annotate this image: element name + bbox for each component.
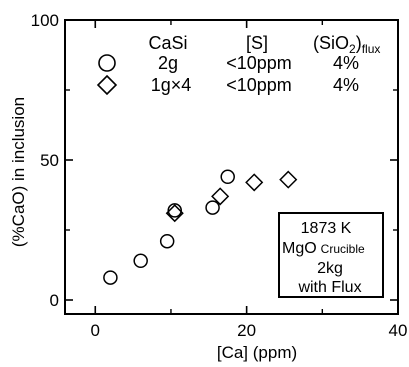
y-axis-label: (%CaO) in inclusion: [9, 97, 28, 247]
x-tick-label: 0: [91, 321, 100, 340]
legend-header-s: [S]: [246, 33, 268, 53]
diamond-point: [279, 170, 298, 189]
x-tick-label: 20: [237, 321, 256, 340]
diamond-point: [245, 173, 264, 192]
plot-border: [64, 19, 399, 315]
legend-diamond-marker: [96, 74, 118, 96]
circle-point: [103, 270, 118, 285]
condition-annotation: 1873 K MgO Crucible 2kg with Flux: [278, 212, 384, 298]
circle-point: [167, 203, 182, 218]
annotation-line2: MgO Crucible: [282, 240, 365, 257]
legend-circle-marker: [98, 54, 116, 72]
legend-header-sio2: (SiO2)flux: [313, 33, 380, 56]
plot-area: [64, 19, 399, 315]
legend-row1-sio2: 4%: [333, 53, 359, 73]
circle-point: [159, 233, 175, 249]
tick-labels: 0 20 40 0 50 100: [31, 11, 408, 340]
x-axis-label: [Ca] (ppm): [217, 343, 297, 362]
diamond-point: [211, 187, 230, 206]
y-tick-label: 50: [40, 151, 59, 170]
diamond-point: [165, 204, 184, 223]
axis-ticks: [65, 19, 399, 314]
legend: CaSi [S] (SiO2)flux 2g <10ppm 4% 1g×4 <1…: [96, 33, 380, 96]
annotation-box: [278, 212, 384, 298]
circle-point: [133, 253, 148, 269]
legend-header-casi: CaSi: [148, 33, 187, 53]
circle-point: [220, 169, 235, 185]
legend-row1-casi: 2g: [158, 53, 178, 73]
x-tick-label: 40: [389, 321, 408, 340]
annotation-line3: 2kg: [317, 260, 343, 277]
annotation-line1: 1873 K: [301, 220, 352, 237]
legend-row1-s: <10ppm: [226, 53, 292, 73]
legend-row2-casi: 1g×4: [151, 75, 192, 95]
circle-point: [205, 200, 220, 215]
y-tick-label: 0: [50, 291, 59, 310]
data-points: [103, 169, 298, 285]
legend-row2-sio2: 4%: [333, 75, 359, 95]
legend-row2-s: <10ppm: [226, 75, 292, 95]
y-tick-label: 100: [31, 11, 59, 30]
annotation-line4: with Flux: [297, 279, 361, 296]
